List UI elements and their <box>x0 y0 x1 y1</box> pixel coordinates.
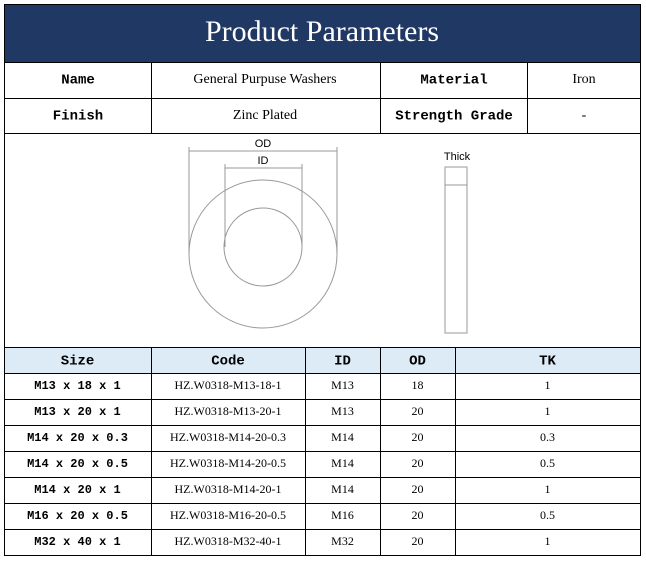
washer-diagram: OD ID Thick <box>188 138 471 334</box>
table-cell: M14 <box>331 482 354 496</box>
table-cell: 20 <box>412 430 424 444</box>
size-cell: M13 x 20 x 1 <box>34 405 120 419</box>
column-header: TK <box>539 354 556 370</box>
table-cell: M14 <box>331 430 354 444</box>
column-header: ID <box>334 354 351 370</box>
table-cell: 1 <box>545 534 551 548</box>
size-cell: M14 x 20 x 0.3 <box>27 431 128 445</box>
spec-label: Material <box>420 73 487 89</box>
table-cell: 20 <box>412 456 424 470</box>
table-cell: 0.3 <box>540 430 555 444</box>
column-header: Size <box>61 354 95 370</box>
table-cell: HZ.W0318-M14-20-0.5 <box>170 456 286 470</box>
table-cell: 20 <box>412 482 424 496</box>
size-cell: M13 x 18 x 1 <box>34 379 120 393</box>
side-view <box>444 166 468 334</box>
spec-grid: Name General Purpuse Washers Material Ir… <box>4 62 640 134</box>
size-cell: M16 x 20 x 0.5 <box>27 509 128 523</box>
table-cell: HZ.W0318-M14-20-1 <box>175 482 282 496</box>
table-cell: 0.5 <box>540 456 555 470</box>
header-bar <box>4 4 641 63</box>
size-cell: M14 x 20 x 1 <box>34 483 120 497</box>
table-cell: HZ.W0318-M14-20-0.3 <box>170 430 286 444</box>
title: Product Parameters <box>205 15 439 48</box>
table-cell: M13 <box>331 404 354 418</box>
table-header <box>4 347 641 374</box>
table-cell: 20 <box>412 534 424 548</box>
table-cell: 0.5 <box>540 508 555 522</box>
table-cell: 1 <box>545 378 551 392</box>
table-cell: 18 <box>412 378 424 392</box>
table-cell: 1 <box>545 404 551 418</box>
spec-label: Strength Grade <box>395 109 513 125</box>
table-cell: 20 <box>412 404 424 418</box>
od-label: OD <box>255 138 272 150</box>
table-cell: M13 <box>331 378 354 392</box>
id-label: ID <box>258 155 269 167</box>
thick-label: Thick <box>444 151 471 163</box>
column-header: Code <box>211 354 245 370</box>
size-cell: M32 x 40 x 1 <box>34 535 120 549</box>
spec-value: Iron <box>572 72 595 87</box>
spec-label: Finish <box>53 109 103 125</box>
size-cell: M14 x 20 x 0.5 <box>27 457 128 471</box>
table-cell: HZ.W0318-M13-18-1 <box>175 378 282 392</box>
product-table: Size Code ID OD TK M13 x 18 x 1 HZ.W0318-M13-1… <box>4 347 640 556</box>
spec-value: - <box>582 108 587 123</box>
table-cell: M32 <box>331 534 354 548</box>
table-cell: HZ.W0318-M16-20-0.5 <box>170 508 286 522</box>
table-cell: 20 <box>412 508 424 522</box>
spec-label: Name <box>61 73 95 89</box>
table-cell: HZ.W0318-M32-40-1 <box>175 534 282 548</box>
table-cell: HZ.W0318-M13-20-1 <box>175 404 282 418</box>
spec-value: Zinc Plated <box>233 108 297 123</box>
table-cell: M14 <box>331 456 354 470</box>
table-cell: M16 <box>331 508 354 522</box>
outer-border <box>4 4 641 556</box>
column-header: OD <box>409 354 426 370</box>
table-cell: 1 <box>545 482 551 496</box>
spec-value: General Purpuse Washers <box>193 72 336 87</box>
